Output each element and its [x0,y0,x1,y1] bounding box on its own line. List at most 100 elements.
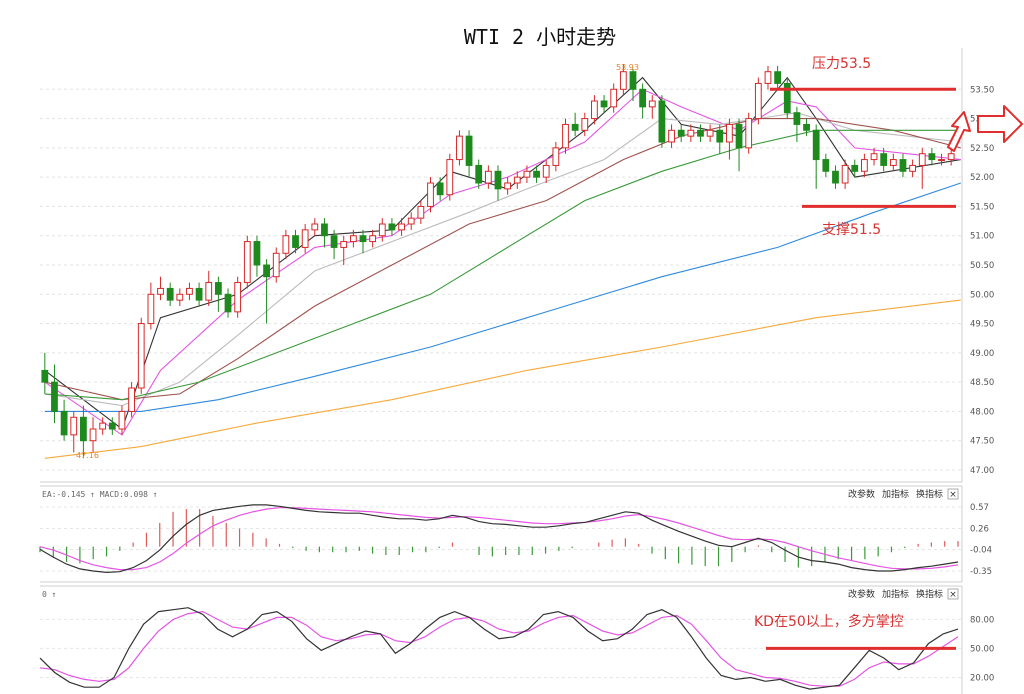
candle-body [186,287,193,295]
candle-body [243,241,251,284]
low-price-label: 47.16 [76,451,99,460]
macd-switch-indicator-button[interactable]: 换指标 [916,488,943,500]
macd-lines [39,504,959,574]
main-y-axis: 53.5053.0052.5052.0051.5051.0050.5050.00… [970,85,994,476]
candle-body [330,235,338,248]
candle-body [600,100,608,108]
candle-body [639,88,647,108]
candle-body [591,100,598,120]
y-tick-label: 47.50 [970,437,994,447]
macd-tick-label: 0.26 [970,525,989,535]
candle-body [928,153,936,161]
candle-body [378,223,386,237]
candle-body [359,235,367,243]
kd-annotation-label: KD在50以上，多方掌控 [754,613,904,630]
candle-body [552,147,560,166]
candle-body [542,164,550,178]
kd-tick-label: 20.00 [970,673,994,683]
candle-body [735,123,743,149]
candle-body [687,129,695,137]
kd-y-axis: 80.00 50.00 20.00 [970,615,994,683]
candle-body [889,159,897,166]
kd-tick-label: 80.00 [970,615,994,625]
arrow-right-icon [977,105,1023,143]
y-tick-label: 47.00 [970,466,994,476]
kd-close-icon[interactable]: × [947,588,959,600]
y-tick-label: 52.50 [970,144,994,154]
candle-body [282,235,290,254]
kd-tick-label: 50.00 [970,644,994,654]
svg-text:×: × [949,490,957,500]
moving-average-line [44,182,961,412]
kd-add-indicator-button[interactable]: 加指标 [882,588,909,600]
candle-body [475,164,483,184]
y-tick-label: 50.00 [970,290,994,300]
arrow-up-right-icon [947,111,971,152]
kd-edit-params-button[interactable]: 改参数 [848,588,875,600]
candle-body [311,223,319,231]
candle-body [427,182,434,207]
candle-body [619,71,627,90]
moving-average-lines [44,76,961,459]
candle-body [706,129,714,137]
y-tick-label: 51.00 [970,232,994,242]
y-tick-label: 51.50 [970,202,994,212]
candle-body [861,159,868,172]
moving-average-line [44,88,961,436]
kd-lines [39,607,959,690]
candle-body [697,129,704,137]
candle-body [832,170,839,184]
candle-body [195,287,203,301]
candle-body [157,287,164,295]
candle-body [234,282,242,313]
candle-body [938,159,945,162]
candle-body [340,241,348,248]
y-tick-label: 49.00 [970,349,994,359]
kd-panel: 0 ↑ 改参数 加指标 换指标 × 80.00 50.00 20.00 KD在50以… [39,585,994,694]
y-tick-label: 49.50 [970,320,994,330]
macd-y-axis: 0.57 0.26 -0.04 -0.35 [970,503,992,577]
candle-body [726,123,733,143]
candle-body [205,282,213,301]
candle-body [349,235,357,243]
candle-body [89,428,97,442]
kd-d-line [39,610,959,687]
candle-body [523,170,531,178]
macd-histogram [39,509,959,568]
candle-body [803,123,810,131]
candle-body [147,293,155,325]
candle-body [812,129,820,161]
candle-body [263,264,270,278]
candle-body [947,153,955,161]
candle-body [118,410,126,430]
candle-body [398,223,405,231]
y-tick-label: 52.00 [970,173,994,183]
candle-body [407,217,415,225]
candle-body [716,129,724,143]
candle-body [137,323,145,389]
macd-edit-params-button[interactable]: 改参数 [848,488,875,500]
candle-body [108,422,116,430]
candle-body [648,100,656,108]
candle-body [533,170,540,178]
candle-body [369,235,377,243]
candle-body [870,153,878,161]
candle-body [513,176,521,184]
candle-body [629,71,637,90]
kd-switch-indicator-button[interactable]: 换指标 [916,588,943,600]
candle-body [465,135,473,166]
candle-body [417,205,425,219]
candle-body [484,170,492,184]
candle-body [880,153,888,166]
macd-tick-label: -0.35 [970,567,992,577]
macd-add-indicator-button[interactable]: 加指标 [882,488,909,500]
candle-body [456,135,463,161]
candle-body [301,229,309,248]
y-tick-label: 53.50 [970,85,994,95]
candle-body [388,223,396,231]
moving-average-line [44,112,961,407]
candle-body [677,129,685,137]
macd-close-icon[interactable]: × [947,488,959,500]
candle-body [128,387,135,412]
candle-body [610,88,618,108]
